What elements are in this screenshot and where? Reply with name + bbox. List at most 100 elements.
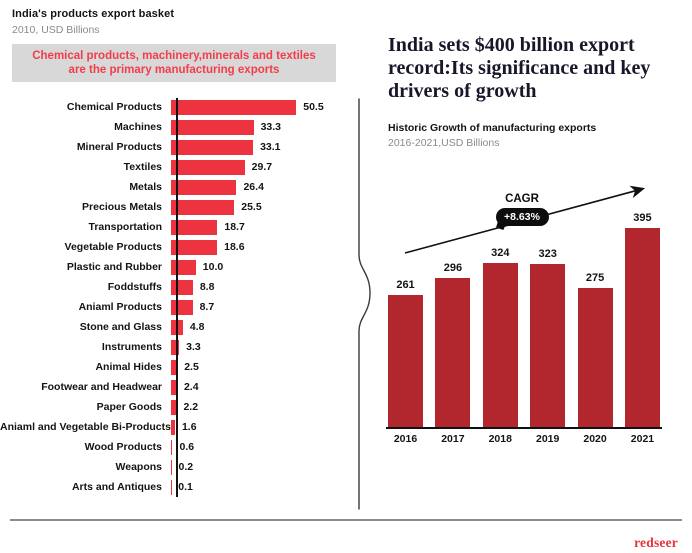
year-label: 2016 — [393, 433, 418, 445]
year-label: 2017 — [441, 433, 465, 445]
category-label: Wood Products — [84, 441, 162, 453]
left-chart-title: India's products export basket — [12, 8, 175, 20]
bar — [530, 264, 566, 427]
bar — [171, 119, 254, 135]
bar — [171, 359, 178, 375]
bar — [171, 239, 218, 255]
bar-row: Instruments 3.3 — [0, 337, 352, 357]
bar — [171, 139, 254, 155]
value-label: 26.4 — [243, 181, 264, 193]
bar-column: 261 — [388, 279, 423, 427]
category-label: Aniaml and Vegetable Bi-Products — [0, 421, 171, 433]
bar-row: Arts and Antiques 0.1 — [0, 477, 352, 497]
callout-line2: are the primary manufacturing exports — [68, 64, 280, 76]
bar-row: Aniaml and Vegetable Bi-Products 1.6 — [0, 417, 352, 437]
bar — [577, 288, 613, 427]
bar-row: Weapons 0.2 — [0, 457, 352, 477]
bar — [171, 339, 180, 355]
bar — [171, 179, 237, 195]
value-label: 2.4 — [183, 381, 199, 393]
value-label: 8.7 — [199, 301, 215, 313]
value-label: 324 — [491, 247, 510, 259]
value-label: 10.0 — [202, 261, 224, 273]
bar — [171, 199, 235, 215]
bar-row: Wood Products 0.6 — [0, 437, 352, 457]
bar-row: Mineral Products 33.1 — [0, 137, 352, 157]
year-label: 2020 — [583, 433, 607, 445]
bar-column: 323 — [530, 248, 566, 427]
value-label: 0.6 — [179, 441, 195, 453]
value-label: 50.5 — [303, 101, 324, 113]
bar-column: 395 — [624, 212, 660, 427]
left-chart-header: India's products export basket 2010, USD… — [12, 8, 174, 36]
category-label: Plastic and Rubber — [66, 261, 162, 273]
value-label: 296 — [443, 262, 463, 274]
value-label: 275 — [585, 272, 605, 284]
bar-row: Vegetable Products 18.6 — [0, 237, 352, 257]
bar-row: Textiles 29.7 — [0, 157, 352, 177]
value-label: 8.8 — [199, 281, 215, 293]
category-label: Arts and Antiques — [71, 481, 162, 493]
value-label: 18.7 — [224, 221, 245, 233]
bar-row: Footwear and Headwear 2.4 — [0, 377, 352, 397]
bar — [171, 219, 218, 235]
bar — [171, 279, 193, 295]
left-chart: Chemical Products 50.5 Machines 33.3 Mineral… — [0, 97, 352, 498]
bar-row: Machines 33.3 — [0, 117, 352, 137]
value-label: 33.3 — [260, 121, 282, 133]
year-label: 2019 — [535, 433, 560, 445]
left-chart-rows: Chemical Products 50.5 Machines 33.3 Mineral… — [0, 97, 352, 497]
value-label: 0.2 — [178, 461, 194, 473]
category-label: Mineral Products — [76, 141, 162, 153]
bar — [624, 228, 660, 427]
value-label: 2.5 — [184, 361, 199, 373]
category-label: Stone and Glass — [79, 321, 162, 333]
headline: India sets $400 billion export record:It… — [388, 34, 651, 102]
category-label: Aniaml Products — [78, 301, 162, 313]
year-label: 2018 — [488, 433, 512, 445]
category-label: Machines — [114, 121, 162, 133]
footer-rule — [10, 519, 682, 521]
value-label: 29.7 — [251, 161, 273, 173]
category-label: Animal Hides — [95, 361, 162, 373]
right-chart: 261 296 324 323 275 395 — [388, 180, 660, 427]
category-label: Transportation — [88, 221, 162, 233]
brace-divider — [358, 98, 371, 510]
value-label: 1.6 — [181, 421, 197, 433]
cagr-label: CAGR — [505, 193, 539, 205]
value-label: 33.1 — [260, 141, 281, 153]
value-label: 323 — [538, 248, 557, 260]
value-label: 18.6 — [224, 241, 245, 253]
right-chart-title: Historic Growth of manufacturing exports — [388, 122, 597, 134]
value-label: 2.2 — [183, 401, 199, 413]
bar-row: Precious Metals 25.5 — [0, 197, 352, 217]
value-label: 25.5 — [241, 201, 262, 213]
bar-row: Transportation 18.7 — [0, 217, 352, 237]
bar — [171, 299, 193, 315]
callout-text: Chemical products, machinery,minerals an… — [32, 49, 316, 77]
cagr-value-pill: +8.63% — [496, 208, 549, 226]
bar — [171, 419, 175, 435]
bar — [171, 399, 177, 415]
bar-row: Paper Goods 2.2 — [0, 397, 352, 417]
right-chart-header: Historic Growth of manufacturing exports… — [388, 122, 596, 149]
value-label: 0.1 — [178, 481, 193, 493]
left-chart-subtitle: 2010, USD Billions — [12, 24, 100, 36]
bar — [435, 278, 471, 427]
callout-box: Chemical products, machinery,minerals an… — [12, 44, 336, 82]
year-label: 2021 — [630, 433, 655, 445]
value-label: 395 — [633, 212, 652, 224]
bar — [388, 295, 423, 427]
category-label: Vegetable Products — [64, 241, 162, 253]
bar — [171, 259, 196, 275]
brand-logo: redseer — [634, 535, 678, 550]
bar-column: 275 — [577, 272, 613, 427]
bar — [171, 99, 297, 115]
callout-line1: Chemical products, machinery,minerals an… — [32, 50, 316, 62]
category-label: Weapons — [115, 461, 162, 473]
value-label: 3.3 — [186, 341, 201, 353]
right-chart-axis-line — [386, 427, 662, 429]
bar-column: 324 — [482, 247, 518, 427]
category-label: Foddstuffs — [107, 281, 162, 293]
